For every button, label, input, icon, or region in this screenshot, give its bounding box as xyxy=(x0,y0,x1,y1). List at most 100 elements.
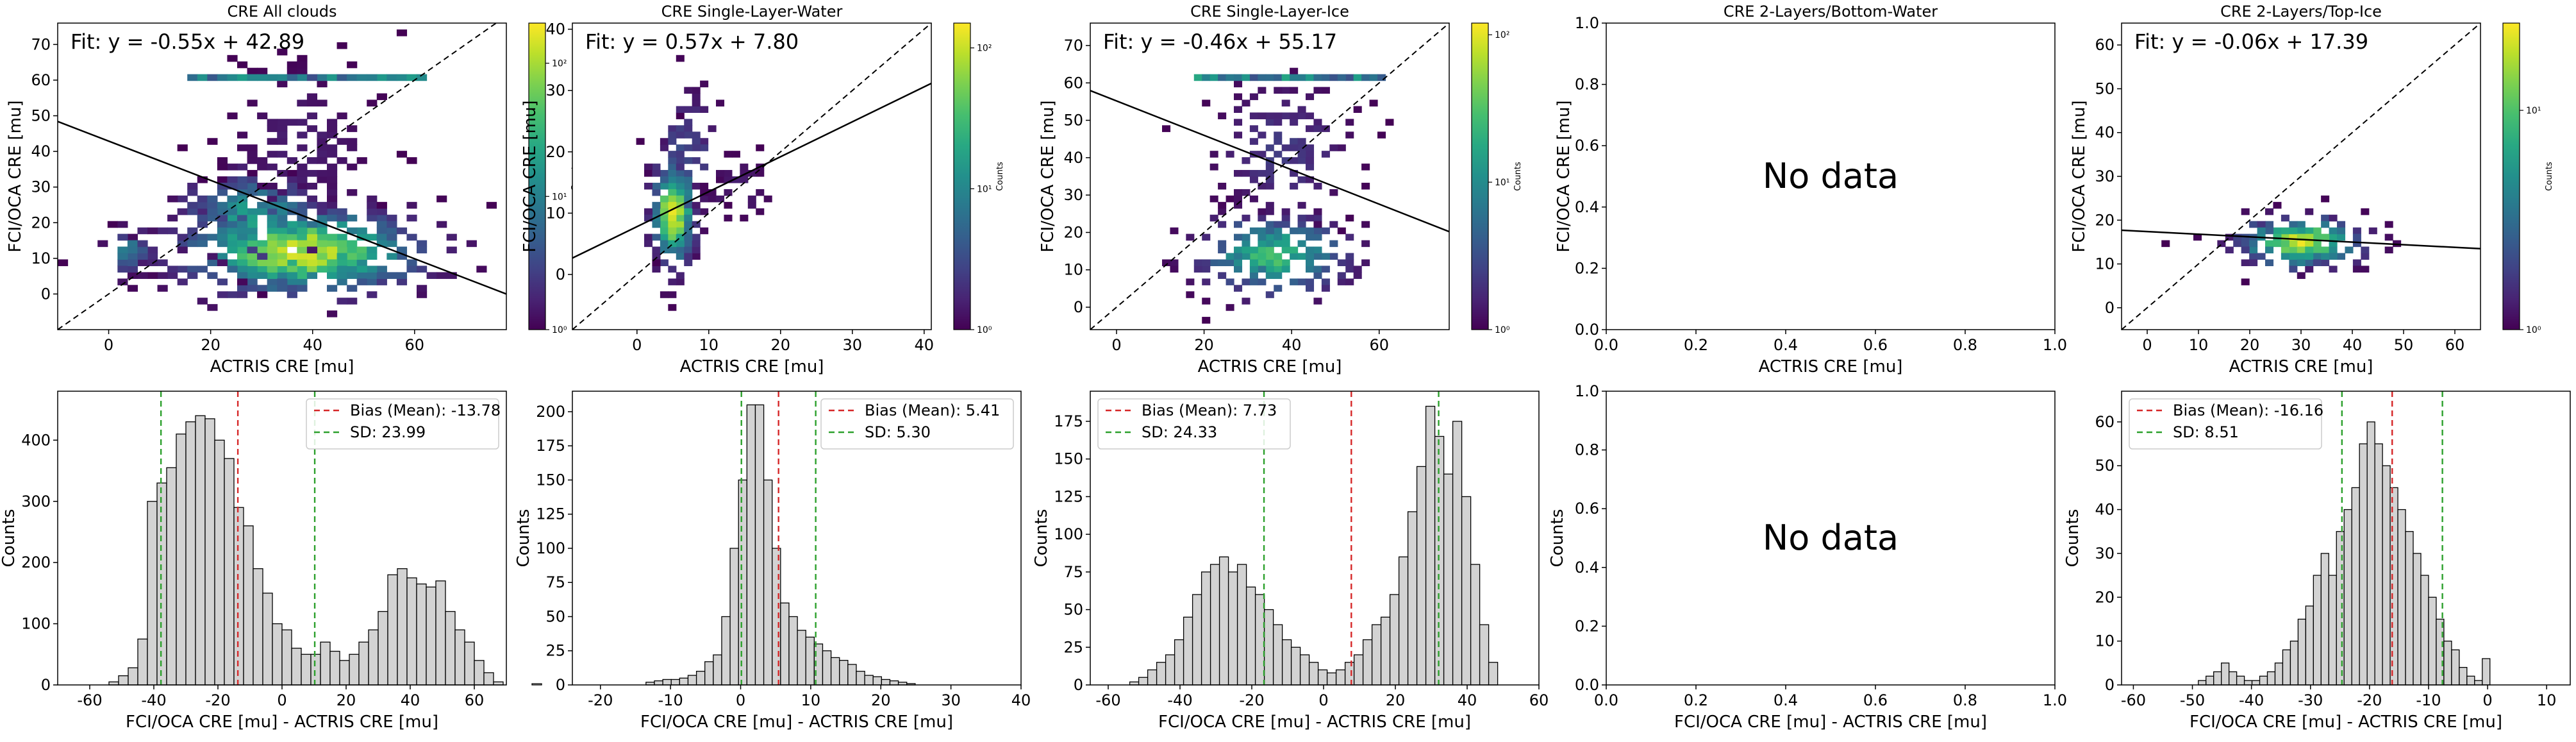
histogram-bar xyxy=(147,501,158,686)
heatmap-cell xyxy=(297,240,308,248)
histogram-bar xyxy=(435,580,446,686)
heatmap-cell xyxy=(376,221,387,228)
heatmap-cell xyxy=(676,144,685,151)
heatmap-cell xyxy=(756,170,765,177)
heatmap-cell xyxy=(1242,298,1251,305)
heatmap-cell xyxy=(684,246,693,254)
heatmap-cell xyxy=(306,253,318,260)
heatmap-cell xyxy=(317,99,328,107)
heatmap-cell xyxy=(1258,151,1267,158)
histogram-bar xyxy=(397,568,408,686)
heatmap-cell xyxy=(1345,266,1354,273)
heatmap-cell xyxy=(1193,74,1202,81)
y-tick-label: 0 xyxy=(41,285,51,303)
heatmap-cell xyxy=(277,278,288,285)
heatmap-cell xyxy=(1281,214,1290,222)
heatmap-cell xyxy=(652,233,661,241)
heatmap-cell xyxy=(2289,259,2298,267)
heatmap-cell xyxy=(2257,253,2266,260)
heatmap-cell xyxy=(1249,266,1258,273)
heatmap-cell xyxy=(2305,208,2314,215)
heatmap-cell xyxy=(247,233,258,241)
heatmap-cell xyxy=(1313,272,1322,279)
heatmap-cell xyxy=(257,285,268,292)
heatmap-cell xyxy=(1258,253,1267,260)
heatmap-cell xyxy=(684,189,693,196)
heatmap-cell xyxy=(287,67,297,75)
heatmap-cell xyxy=(306,272,318,279)
legend-entry: SD: 8.51 xyxy=(2173,423,2239,441)
heatmap-cell xyxy=(297,278,308,285)
heatmap-cell xyxy=(1202,278,1211,285)
histogram-bar xyxy=(2282,649,2291,686)
heatmap-cell xyxy=(2361,253,2370,260)
heatmap-cell xyxy=(1265,112,1274,119)
heatmap-cell xyxy=(724,170,733,177)
heatmap-cell xyxy=(257,67,268,75)
heatmap-cell xyxy=(187,189,198,196)
histogram-bar xyxy=(746,404,756,686)
heatmap-cell xyxy=(347,285,358,292)
histogram-bar xyxy=(1147,669,1158,686)
heatmap-cell xyxy=(306,170,318,177)
heatmap-cell xyxy=(237,285,248,292)
y-tick-label: 175 xyxy=(536,437,565,455)
heatmap-cell xyxy=(267,233,278,241)
heatmap-cell xyxy=(167,214,178,222)
heatmap-cell xyxy=(227,291,238,298)
heatmap-cell xyxy=(684,125,693,132)
heatmap-cell xyxy=(117,233,128,241)
x-axis-label: ACTRIS CRE [mu] xyxy=(210,357,354,376)
plot-frame xyxy=(572,391,1022,686)
heatmap-cell xyxy=(197,74,208,81)
colorbar-tick-label: 10⁰ xyxy=(977,325,992,335)
heatmap-cell xyxy=(287,278,297,285)
heatmap-cell xyxy=(1290,144,1299,151)
heatmap-cell xyxy=(1313,298,1322,305)
y-tick-label: 20 xyxy=(2095,588,2115,606)
heatmap-cell xyxy=(386,74,397,81)
histogram-bar xyxy=(654,680,663,686)
heatmap-cell xyxy=(1202,74,1211,81)
heatmap-cell xyxy=(2352,227,2361,235)
heatmap-cell xyxy=(227,176,238,183)
histogram-bar xyxy=(2266,671,2276,686)
heatmap-cell xyxy=(347,189,358,196)
heatmap-cell xyxy=(1306,278,1315,285)
heatmap-cell xyxy=(297,285,308,292)
heatmap-cell xyxy=(2345,246,2354,254)
heatmap-cell xyxy=(1265,119,1274,126)
plot-area xyxy=(1606,391,2055,685)
heatmap-cell xyxy=(1249,227,1258,235)
heatmap-cell xyxy=(167,272,178,279)
heatmap-cell xyxy=(1242,214,1251,222)
y-tick-label: 50 xyxy=(31,107,51,125)
y-tick-label: 25 xyxy=(1063,638,1083,656)
x-tick-label: 40 xyxy=(401,691,420,709)
heatmap-cell xyxy=(127,272,138,279)
heatmap-cell xyxy=(376,272,387,279)
heatmap-cell xyxy=(237,227,248,235)
heatmap-cell xyxy=(1329,74,1338,81)
y-tick-label: 0 xyxy=(2105,676,2115,694)
heatmap-cell xyxy=(386,214,397,222)
heatmap-cell xyxy=(306,266,318,273)
legend-entry: Bias (Mean): -16.16 xyxy=(2173,401,2323,419)
heatmap-cell xyxy=(1242,74,1251,81)
heatmap-cell xyxy=(287,157,297,164)
heatmap-cell xyxy=(1361,240,1370,248)
heatmap-cell xyxy=(708,189,717,196)
heatmap-cell xyxy=(376,93,387,101)
heatmap-cell xyxy=(668,151,677,158)
heatmap-cell xyxy=(756,189,765,196)
heatmap-cell xyxy=(267,214,278,222)
legend-entry: SD: 24.33 xyxy=(1142,423,1217,441)
heatmap-cell xyxy=(187,208,198,215)
y-tick-label: 40 xyxy=(2095,124,2115,142)
fit-label: Fit: y = -0.55x + 42.89 xyxy=(71,30,304,54)
heatmap-cell xyxy=(676,157,685,164)
heatmap-cell xyxy=(1186,291,1195,298)
heatmap-cell xyxy=(2249,221,2258,228)
heatmap-cell xyxy=(247,99,258,107)
x-tick-label: 0.0 xyxy=(1594,691,1618,709)
